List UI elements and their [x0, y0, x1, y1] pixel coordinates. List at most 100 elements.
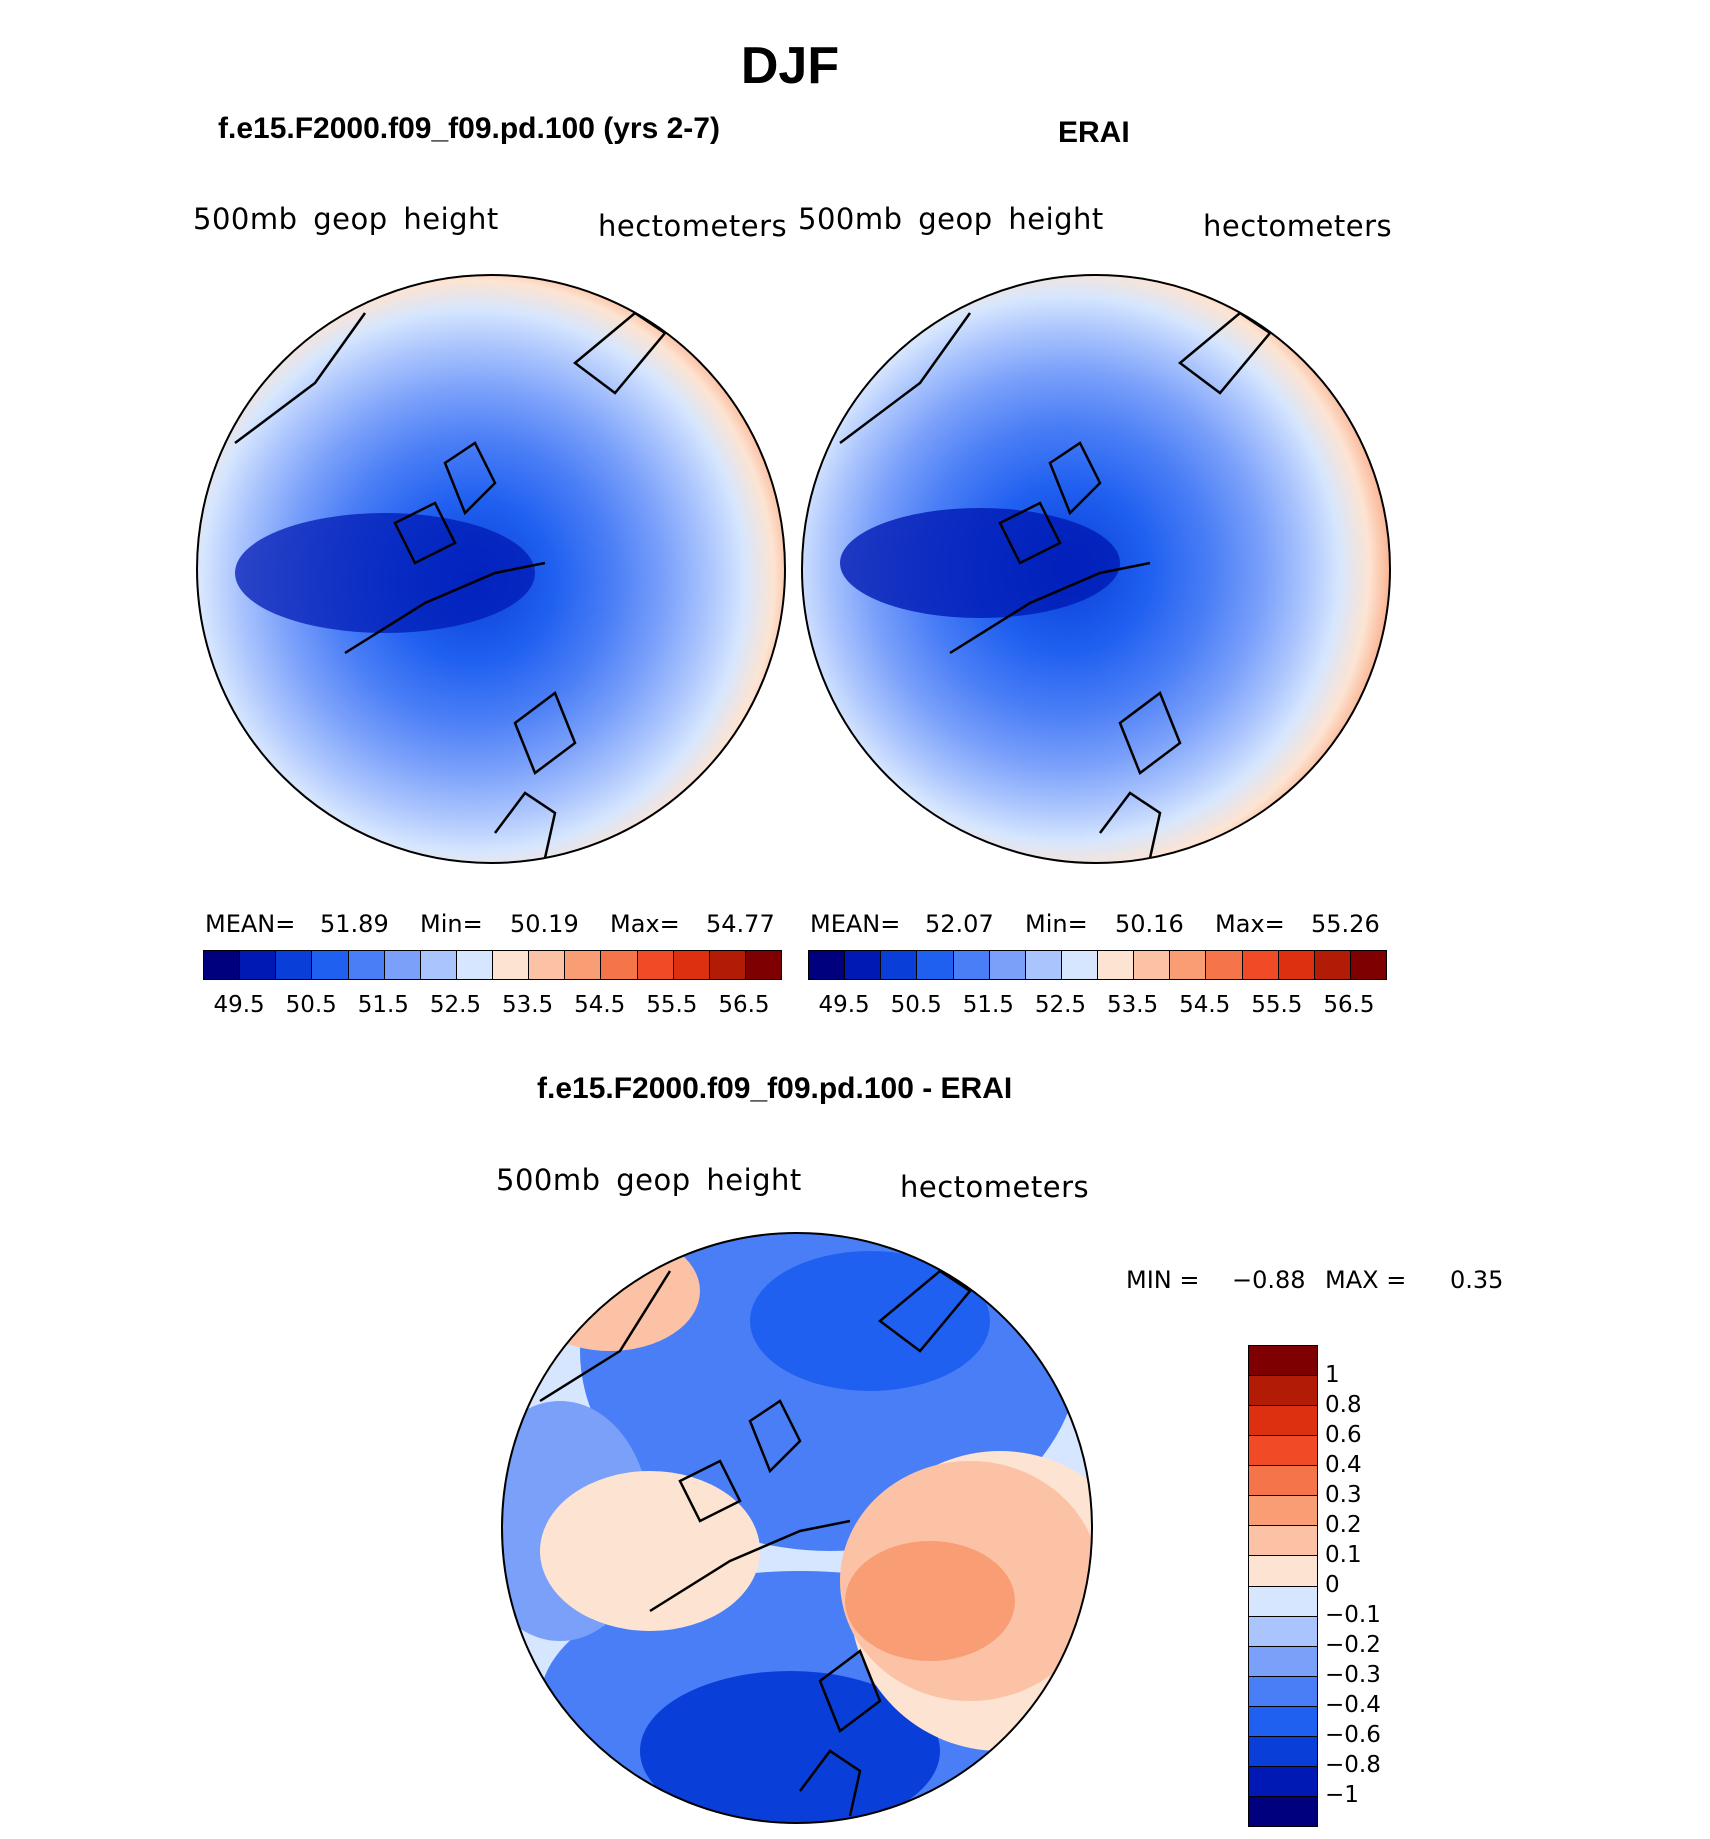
right-colorbar-swatch: [1350, 951, 1386, 979]
left-colorbar-tick-label: 52.5: [429, 992, 482, 1018]
diff-max-label: MAX =: [1325, 1266, 1407, 1294]
diff-units-label: hectometers: [900, 1170, 1090, 1204]
left-mean-label: MEAN=: [205, 910, 296, 938]
right-colorbar-tick-label: 54.5: [1179, 992, 1231, 1018]
diff-colorbar-tick-label: −0.6: [1325, 1722, 1381, 1748]
diff-colorbar-tick-label: 0.8: [1325, 1392, 1362, 1418]
diff-colorbar-swatch: [1249, 1616, 1317, 1647]
left-colorbar-swatch: [204, 951, 241, 979]
right-min-value: 50.16: [1115, 910, 1184, 938]
right-colorbar-swatch: [1025, 951, 1062, 979]
diff-colorbar-tick-label: −0.4: [1325, 1692, 1381, 1718]
left-colorbar-swatch: [312, 951, 349, 979]
right-colorbar-swatch: [881, 951, 918, 979]
diff-colorbar-swatch: [1249, 1766, 1317, 1797]
diff-colorbar-swatch: [1249, 1646, 1317, 1677]
right-colorbar: [808, 950, 1387, 980]
right-colorbar-swatch: [989, 951, 1026, 979]
diff-panel-title: f.e15.F2000.f09_f09.pd.100 - ERAI: [537, 1072, 1013, 1105]
left-colorbar-swatch: [601, 951, 638, 979]
diff-colorbar-swatch: [1249, 1376, 1317, 1407]
diff-variable-label: 500mb geop height: [496, 1163, 802, 1197]
right-colorbar-tick-label: 51.5: [962, 992, 1014, 1018]
diff-colorbar-tick-label: 0.4: [1325, 1452, 1362, 1478]
diff-colorbar-tick-label: 0.2: [1325, 1512, 1362, 1538]
left-colorbar-tick-label: 55.5: [646, 992, 698, 1018]
right-variable-label: 500mb geop height: [798, 202, 1104, 236]
left-polar-map: [196, 274, 786, 864]
diff-colorbar: [1248, 1345, 1318, 1827]
diff-colorbar-swatch: [1249, 1556, 1317, 1587]
right-mean-label: MEAN=: [810, 910, 901, 938]
left-panel-title: f.e15.F2000.f09_f09.pd.100 (yrs 2-7): [218, 112, 720, 145]
right-trough-core: [840, 508, 1120, 618]
right-max-label: Max=: [1215, 910, 1285, 938]
diff-colorbar-tick-label: −0.2: [1325, 1632, 1381, 1658]
left-max-label: Max=: [610, 910, 680, 938]
diff-colorbar-tick-label: −0.3: [1325, 1662, 1381, 1688]
figure-title: DJF: [740, 37, 840, 95]
diff-coastlines: [539, 1269, 972, 1817]
diff-min-value: −0.88: [1232, 1266, 1306, 1294]
left-units-label: hectometers: [598, 209, 788, 243]
diff-colorbar-swatch: [1249, 1466, 1317, 1497]
diff-colorbar-swatch: [1249, 1436, 1317, 1467]
right-colorbar-tick-label: 53.5: [1106, 992, 1159, 1018]
left-colorbar-tick-label: 50.5: [285, 992, 337, 1018]
diff-colorbar-swatch: [1249, 1676, 1317, 1707]
right-max-value: 55.26: [1311, 910, 1380, 938]
right-colorbar-ticks: 49.5 50.5 51.5 52.5 53.5 54.5 55.5 56.5: [808, 992, 1385, 1022]
left-colorbar-swatch: [673, 951, 710, 979]
left-colorbar-swatch: [529, 951, 566, 979]
left-colorbar-swatch: [276, 951, 313, 979]
diff-colorbar-tick-label: −0.1: [1325, 1602, 1381, 1628]
right-mean-value: 52.07: [925, 910, 994, 938]
right-units-label: hectometers: [1203, 209, 1393, 243]
left-colorbar: [203, 950, 782, 980]
left-colorbar-tick-label: 49.5: [213, 992, 265, 1018]
left-min-label: Min=: [420, 910, 483, 938]
right-colorbar-swatch: [845, 951, 882, 979]
right-colorbar-swatch: [1314, 951, 1351, 979]
left-colorbar-tick-label: 56.5: [718, 992, 770, 1018]
left-colorbar-swatch: [637, 951, 674, 979]
diff-min-label: MIN =: [1126, 1266, 1200, 1294]
left-variable-label: 500mb geop height: [193, 202, 499, 236]
diff-colorbar-tick-label: −0.8: [1325, 1752, 1381, 1778]
right-colorbar-tick-label: 49.5: [818, 992, 870, 1018]
left-min-value: 50.19: [510, 910, 579, 938]
right-colorbar-swatch: [809, 951, 846, 979]
diff-colorbar-swatch: [1249, 1736, 1317, 1767]
diff-colorbar-tick-label: 0: [1325, 1572, 1340, 1598]
diff-colorbar-tick-label: −1: [1325, 1782, 1359, 1808]
diff-colorbar-swatch: [1249, 1586, 1317, 1617]
left-colorbar-swatch: [420, 951, 457, 979]
right-colorbar-tick-label: 55.5: [1251, 992, 1303, 1018]
left-colorbar-swatch: [456, 951, 493, 979]
left-trough-core: [235, 513, 535, 633]
diff-max-value: 0.35: [1450, 1266, 1504, 1294]
diff-colorbar-swatch: [1249, 1796, 1317, 1826]
left-colorbar-ticks: 49.5 50.5 51.5 52.5 53.5 54.5 55.5 56.5: [203, 992, 780, 1022]
left-colorbar-swatch: [565, 951, 602, 979]
right-colorbar-swatch: [1206, 951, 1243, 979]
right-colorbar-swatch: [1278, 951, 1315, 979]
right-polar-map: [801, 274, 1391, 864]
right-min-label: Min=: [1025, 910, 1088, 938]
left-colorbar-swatch: [709, 951, 746, 979]
left-colorbar-swatch: [240, 951, 277, 979]
left-colorbar-swatch: [493, 951, 530, 979]
right-colorbar-tick-label: 50.5: [890, 992, 942, 1018]
right-colorbar-swatch: [1134, 951, 1171, 979]
left-colorbar-tick-label: 53.5: [501, 992, 554, 1018]
diff-colorbar-swatch: [1249, 1406, 1317, 1437]
diff-colorbar-tick-label: 0.6: [1325, 1422, 1362, 1448]
right-colorbar-swatch: [1242, 951, 1279, 979]
diff-colorbar-ticks: 1 0.8 0.6 0.4 0.3 0.2 0.1 0 −0.1 −0.2 −0.3 −0.4 −0.6…: [1325, 1345, 1445, 1825]
right-colorbar-swatch: [1061, 951, 1098, 979]
left-colorbar-swatch: [745, 951, 781, 979]
left-colorbar-swatch: [348, 951, 385, 979]
left-max-value: 54.77: [706, 910, 775, 938]
right-colorbar-swatch: [917, 951, 954, 979]
diff-colorbar-tick-label: 0.3: [1325, 1482, 1362, 1508]
